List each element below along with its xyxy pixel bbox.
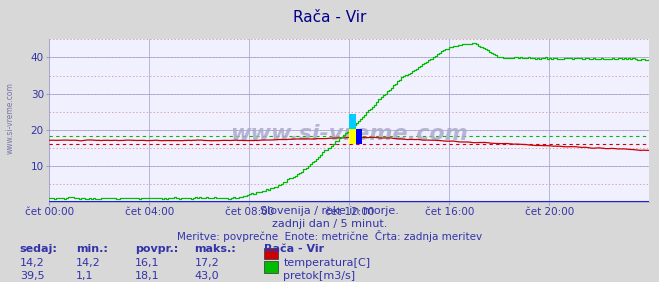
Text: Rača - Vir: Rača - Vir <box>264 244 324 254</box>
Text: 17,2: 17,2 <box>194 258 219 268</box>
Text: 14,2: 14,2 <box>76 258 101 268</box>
Text: 1,1: 1,1 <box>76 271 94 281</box>
Text: min.:: min.: <box>76 244 107 254</box>
Text: 18,1: 18,1 <box>135 271 159 281</box>
Text: 39,5: 39,5 <box>20 271 44 281</box>
Text: zadnji dan / 5 minut.: zadnji dan / 5 minut. <box>272 219 387 228</box>
Bar <box>349 129 355 144</box>
Text: maks.:: maks.: <box>194 244 236 254</box>
Text: 43,0: 43,0 <box>194 271 219 281</box>
Bar <box>349 114 355 129</box>
Text: pretok[m3/s]: pretok[m3/s] <box>283 271 355 281</box>
Text: Slovenija / reke in morje.: Slovenija / reke in morje. <box>260 206 399 216</box>
Text: temperatura[C]: temperatura[C] <box>283 258 370 268</box>
Text: povpr.:: povpr.: <box>135 244 179 254</box>
Text: Rača - Vir: Rača - Vir <box>293 10 366 25</box>
Text: Meritve: povprečne  Enote: metrične  Črta: zadnja meritev: Meritve: povprečne Enote: metrične Črta:… <box>177 230 482 243</box>
Bar <box>355 129 362 144</box>
Text: 16,1: 16,1 <box>135 258 159 268</box>
Text: sedaj:: sedaj: <box>20 244 57 254</box>
Text: www.si-vreme.com: www.si-vreme.com <box>5 83 14 154</box>
Text: 14,2: 14,2 <box>20 258 45 268</box>
Text: www.si-vreme.com: www.si-vreme.com <box>231 124 468 144</box>
